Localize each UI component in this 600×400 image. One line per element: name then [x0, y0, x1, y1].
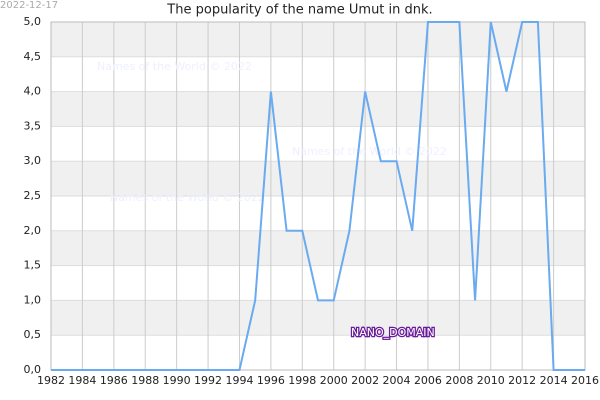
y-tick-label: 4,0: [24, 85, 42, 98]
y-tick-label: 2,5: [24, 189, 42, 202]
x-tick-label: 2006: [414, 374, 442, 387]
y-tick-label: 3,0: [24, 154, 42, 167]
y-tick-label: 3,5: [24, 119, 42, 132]
watermark: Names of the World © 2022: [97, 60, 252, 73]
x-tick-label: 1986: [100, 374, 128, 387]
x-tick-label: 2004: [383, 374, 411, 387]
x-tick-label: 1990: [163, 374, 191, 387]
x-tick-label: 1984: [68, 374, 96, 387]
band: [51, 161, 585, 196]
plot-frame: [50, 21, 586, 371]
x-tick-label: 1998: [288, 374, 316, 387]
line: [51, 21, 585, 371]
band: [51, 91, 585, 127]
x-tick-label: 2010: [477, 374, 505, 387]
x-tick-label: 2016: [571, 374, 599, 387]
badge: NANO_DOMAIN: [351, 326, 435, 339]
date-stamp: 2022-12-17: [0, 0, 58, 11]
x-tick-label: 1992: [194, 374, 222, 387]
band: [51, 300, 585, 336]
x-tick-label: 2008: [445, 374, 473, 387]
y-tick-label: 1,0: [24, 293, 42, 306]
x-tick-label: 2000: [320, 374, 348, 387]
x-tick-label: 1996: [257, 374, 285, 387]
y-tick-label: 1,5: [24, 259, 42, 272]
band: [51, 230, 585, 266]
y-tick-label: 0,0: [24, 363, 42, 376]
chart-title: The popularity of the name Umut in dnk.: [166, 3, 432, 18]
y-tick-label: 0,5: [24, 328, 42, 341]
y-tick-label: 5,0: [24, 15, 42, 28]
watermark: Names of the World © 2022: [292, 145, 447, 158]
x-tick-label: 1982: [37, 374, 65, 387]
x-tick-label: 1988: [131, 374, 159, 387]
x-tick-label: 2002: [351, 374, 379, 387]
x-tick-label: 2012: [508, 374, 536, 387]
watermark: Names of the World © 2022: [110, 191, 265, 204]
y-tick-label: 4,5: [24, 50, 42, 63]
x-tick-label: 1994: [225, 374, 253, 387]
y-tick-label: 2,0: [24, 224, 42, 237]
band: [51, 22, 585, 57]
x-tick-label: 2014: [540, 374, 568, 387]
